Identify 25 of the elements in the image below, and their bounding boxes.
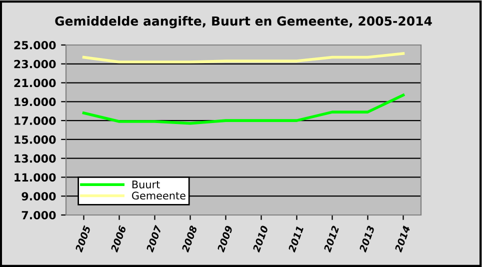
y-tick-label: 9.000 [22, 192, 56, 200]
y-tick-label: 13.000 [14, 154, 56, 163]
x-tick-label: 2012 [323, 225, 340, 253]
x-tick-label: 2009 [216, 225, 233, 253]
y-tick-label: 17.000 [14, 116, 56, 125]
x-tick-label: 2010 [252, 225, 268, 253]
x-tick-label: 2006 [110, 225, 126, 253]
y-tick-label: 21.000 [14, 78, 56, 88]
x-tick-label: 2014 [394, 225, 410, 253]
y-tick-label: 19.000 [14, 98, 56, 106]
legend-label: Buurt [132, 180, 160, 188]
y-tick-label: 23.000 [14, 60, 56, 68]
x-tick-label: 2005 [74, 225, 91, 253]
line-series [82, 52, 405, 64]
legend-label: Gemeente [132, 192, 186, 200]
y-tick-label: 15.000 [14, 135, 56, 144]
x-tick-label: 2013 [358, 225, 375, 253]
chart-title: Gemiddelde aangifte, Buurt en Gemeente, 2005-2014 [55, 16, 432, 28]
y-tick-label: 25.000 [14, 40, 56, 50]
y-tick-label: 11.000 [14, 173, 56, 182]
x-tick-label: 2011 [288, 226, 304, 253]
line-series [82, 94, 405, 125]
x-tick-label: 2008 [181, 225, 198, 253]
y-tick-label: 7.000 [22, 210, 56, 220]
x-tick-label: 2007 [146, 224, 162, 253]
